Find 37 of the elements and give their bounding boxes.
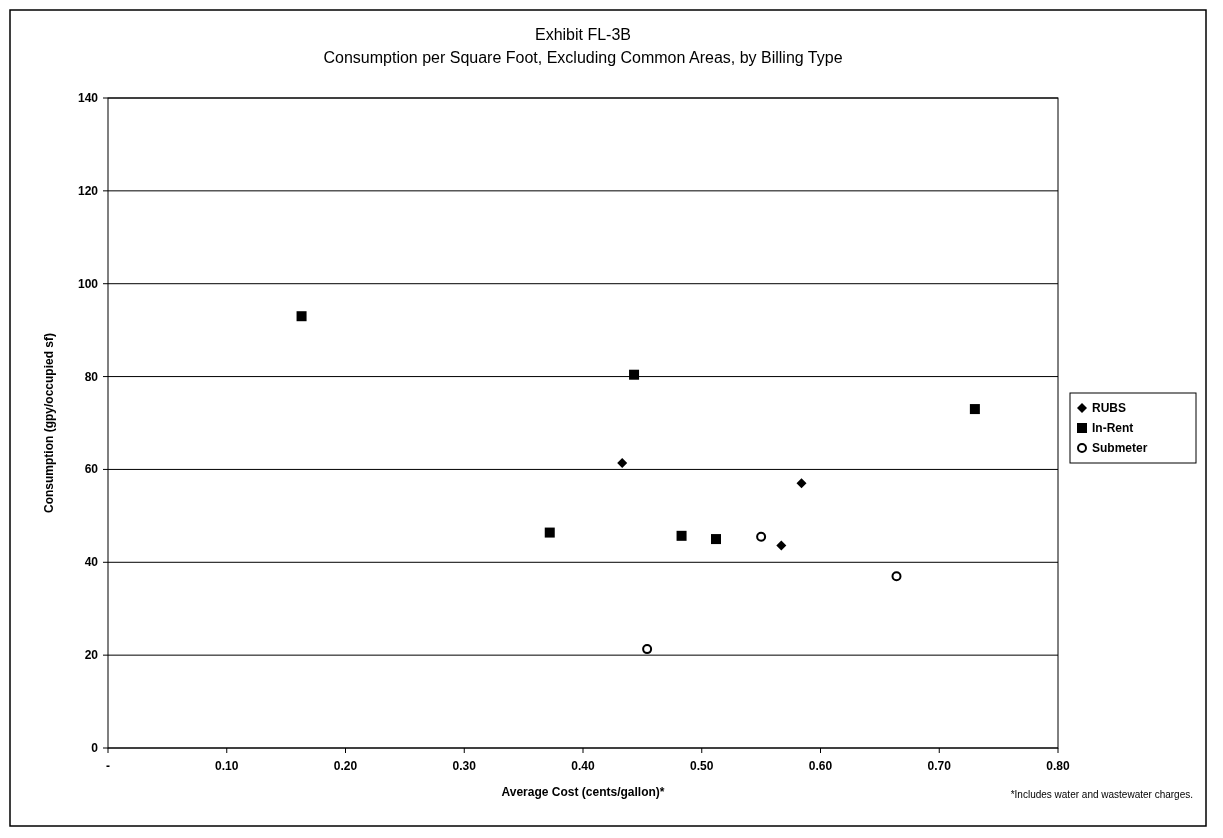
point: [756, 531, 767, 542]
legend-label: In-Rent: [1092, 421, 1134, 435]
point: [891, 571, 902, 582]
y-axis-title: Consumption (gpy/occupied sf): [42, 333, 56, 513]
x-tick-label: 0.10: [215, 759, 239, 773]
text: *Includes water and wastewater charges.: [1010, 789, 1193, 800]
legend-label: Submeter: [1092, 441, 1148, 455]
x-axis-title: Average Cost (cents/gallon)*: [501, 785, 665, 799]
x-tick-label: 0.40: [571, 759, 595, 773]
x-tick-label: 0.50: [690, 759, 714, 773]
point: [969, 404, 980, 415]
y-tick-label: 140: [77, 91, 99, 105]
x-tick-label: 0.20: [333, 759, 358, 773]
y-tick-label: 40: [84, 555, 99, 570]
y-tick-label: 120: [77, 183, 99, 198]
chart-title: Exhibit FL-3B: [534, 26, 632, 43]
point: [642, 644, 653, 655]
point: [296, 311, 307, 322]
x-tick-label: 0.70: [927, 759, 952, 773]
y-tick-label: 80: [84, 369, 99, 384]
chart-subtitle: Consumption per Square Foot, Excluding Common Areas, by Billing Type: [323, 49, 843, 66]
point: [629, 369, 640, 380]
point: [776, 540, 787, 551]
x-tick-label: -: [106, 759, 110, 773]
y-tick-label: 100: [77, 276, 99, 291]
y-tick-label: 20: [84, 648, 99, 663]
x-tick-label: 0.30: [452, 759, 477, 773]
legend-label: RUBS: [1092, 401, 1127, 415]
point: [617, 457, 628, 468]
y-tick-label: 0: [91, 741, 99, 755]
y-tick-label: 60: [84, 462, 99, 477]
x-tick-label: 0.60: [808, 759, 833, 773]
x-tick-label: 0.80: [1046, 759, 1070, 773]
point: [544, 527, 555, 538]
point: [711, 534, 721, 545]
point: [796, 478, 807, 489]
point: [676, 530, 687, 541]
